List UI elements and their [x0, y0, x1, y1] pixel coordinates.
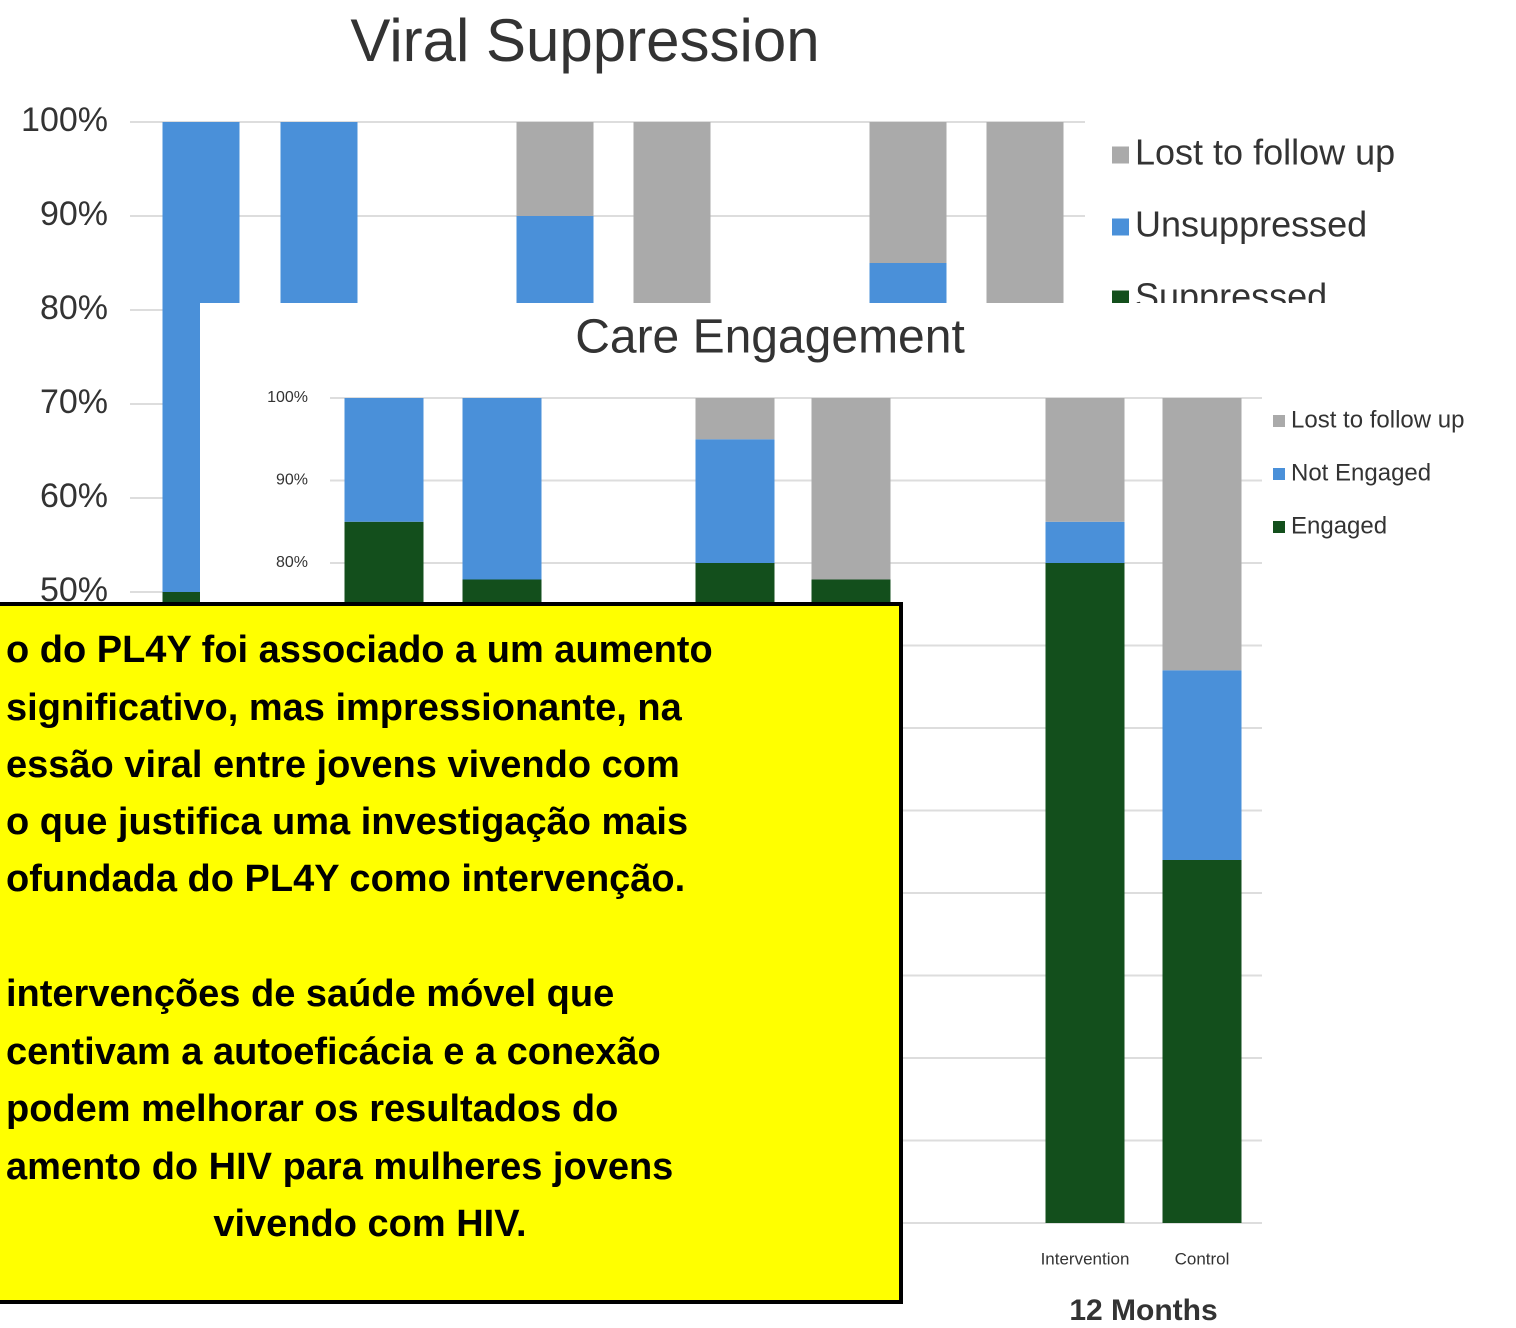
- callout-line: intervenções de saúde móvel que: [6, 973, 614, 1015]
- y-tick-label: 70%: [40, 383, 108, 421]
- callout-line: o que justifica uma investigação mais: [6, 801, 688, 843]
- y-tick-label: 90%: [276, 472, 308, 489]
- bar-segment: [695, 439, 775, 563]
- bar-segment: [1045, 521, 1125, 563]
- callout-line: essão viral entre jovens vivendo com: [6, 744, 680, 786]
- bar-segment: [1045, 563, 1125, 1223]
- x-tick-label: Control: [1175, 1249, 1230, 1268]
- bar-segment: [811, 398, 891, 580]
- callout-text: o do PL4Y foi associado a um aumento sign…: [6, 629, 713, 1245]
- legend-label: Not Engaged: [1291, 459, 1431, 486]
- legend-swatch: [1112, 146, 1129, 164]
- legend-swatch: [1273, 468, 1285, 480]
- bar-segment: [344, 398, 424, 522]
- callout-line: amento do HIV para mulheres jovens: [6, 1146, 673, 1188]
- y-tick-label: 80%: [40, 289, 108, 327]
- y-tick-label: 90%: [40, 195, 108, 233]
- legend-label: Lost to follow up: [1135, 132, 1395, 173]
- callout-line: centivam a autoeficácia e a conexão: [6, 1031, 661, 1073]
- legend-swatch: [1273, 521, 1285, 533]
- callout-line: vivendo com HIV.: [213, 1203, 526, 1245]
- x-tick-label: Intervention: [1041, 1249, 1130, 1268]
- group-label: 12 Months: [1069, 1294, 1217, 1327]
- y-tick-label: 60%: [40, 477, 108, 515]
- chart-title: Viral Suppression: [350, 7, 819, 74]
- callout-line: significativo, mas impressionante, na: [6, 687, 683, 729]
- bar-segment: [695, 398, 775, 440]
- bar-segment: [462, 398, 542, 580]
- bar-segment: [516, 122, 594, 216]
- legend-swatch: [1112, 218, 1129, 236]
- legend-label: Engaged: [1291, 512, 1387, 539]
- y-tick-label: 100%: [21, 101, 108, 139]
- chart-title: Care Engagement: [575, 311, 965, 364]
- callout-line: o do PL4Y foi associado a um aumento: [6, 629, 713, 671]
- legend-label: Unsuppressed: [1135, 204, 1367, 245]
- callout-line: ofundada do PL4Y como intervenção.: [6, 858, 685, 900]
- y-tick-label: 100%: [267, 389, 308, 406]
- bar-segment: [1162, 398, 1242, 671]
- y-tick-label: 80%: [276, 554, 308, 571]
- legend-swatch: [1273, 415, 1285, 427]
- legend-label: Lost to follow up: [1291, 406, 1464, 433]
- callout-box: o do PL4Y foi associado a um aumento sign…: [0, 602, 903, 1304]
- callout-line: podem melhorar os resultados do: [6, 1088, 618, 1130]
- bar-segment: [1162, 860, 1242, 1223]
- bar-segment: [1162, 670, 1242, 860]
- bar-segment: [869, 122, 947, 263]
- bar-segment: [1045, 398, 1125, 522]
